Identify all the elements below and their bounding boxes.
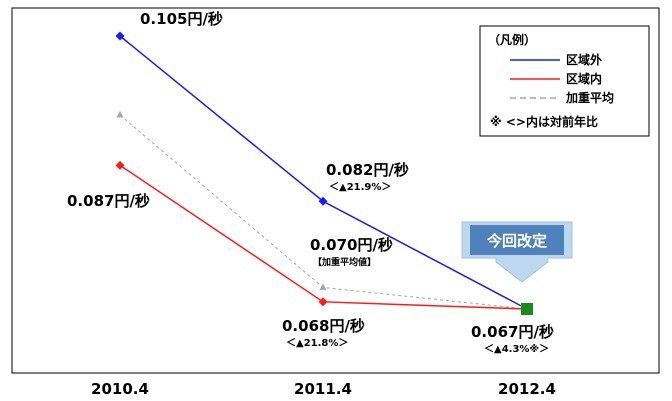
series-layer bbox=[115, 31, 533, 315]
series-line-outside bbox=[119, 35, 528, 310]
point-inside-2010.4 bbox=[115, 160, 125, 170]
label-revised-2012: 0.067円/秒 bbox=[471, 323, 554, 341]
legend-note: ※ <>内は対前年比 bbox=[490, 114, 598, 129]
label-inside-2011-change: ＜▲21.8%＞ bbox=[286, 337, 348, 349]
legend-entry-outside: 区域外 bbox=[566, 52, 602, 67]
label-inside-2011: 0.068円/秒 bbox=[282, 317, 365, 335]
point-average-2011.4 bbox=[319, 283, 327, 290]
x-tick-2011: 2011.4 bbox=[294, 380, 352, 398]
label-revised-2012-change: ＜▲4.3%※＞ bbox=[484, 343, 549, 355]
point-average-2010.4 bbox=[116, 111, 124, 118]
callout-box bbox=[470, 225, 564, 255]
point-revised-2012 bbox=[521, 303, 533, 315]
series-line-average bbox=[119, 114, 528, 310]
callout-arrow: 今回改定 bbox=[461, 221, 573, 283]
point-outside-2011.4 bbox=[318, 196, 328, 206]
label-average-2011-tag: 【加重平均値】 bbox=[313, 256, 376, 268]
callout-label: 今回改定 bbox=[486, 232, 547, 250]
point-outside-2010.4 bbox=[115, 31, 125, 41]
legend: （凡例） 区域外 区域内 加重平均 ※ <>内は対前年比 bbox=[479, 25, 650, 137]
label-outside-2011-change: ＜▲21.9%＞ bbox=[329, 181, 391, 193]
x-tick-2010: 2010.4 bbox=[91, 380, 149, 398]
legend-title: （凡例） bbox=[488, 32, 536, 47]
label-outside-2011: 0.082円/秒 bbox=[326, 161, 409, 179]
label-average-2011: 0.070円/秒 bbox=[310, 236, 393, 254]
plot-frame bbox=[11, 7, 660, 374]
label-inside-2010: 0.087円/秒 bbox=[67, 192, 150, 210]
x-tick-2012: 2012.4 bbox=[498, 380, 556, 398]
point-inside-2011.4 bbox=[318, 297, 328, 307]
label-outside-2010: 0.105円/秒 bbox=[140, 10, 223, 28]
legend-box bbox=[479, 25, 650, 137]
legend-entry-average: 加重平均 bbox=[565, 90, 614, 105]
legend-entry-inside: 区域内 bbox=[566, 71, 602, 86]
